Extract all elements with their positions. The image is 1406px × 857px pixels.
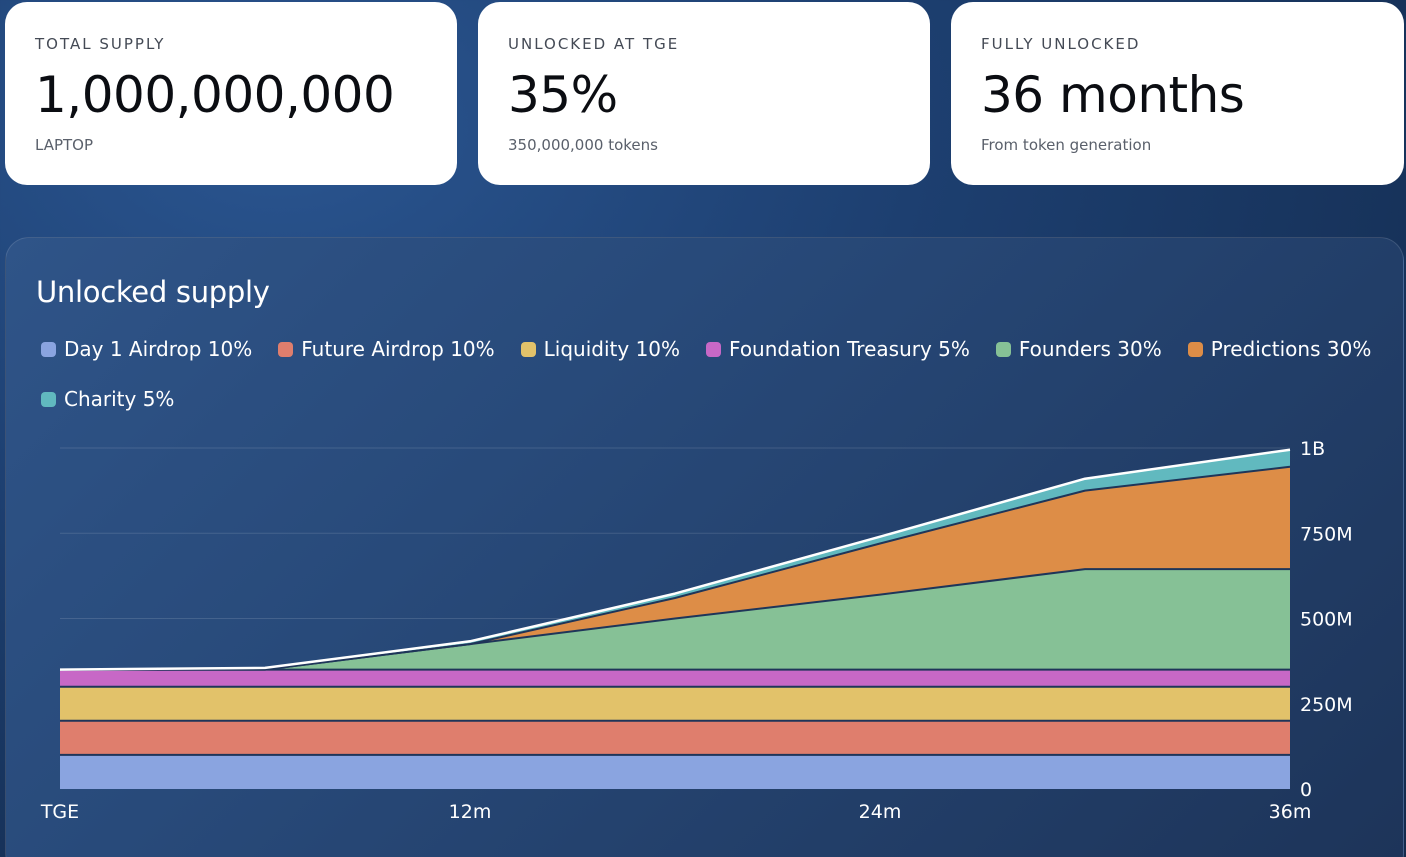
stat-card-unlocked-tge: UNLOCKED AT TGE 35% 350,000,000 tokens (478, 2, 930, 185)
legend-label: Day 1 Airdrop 10% (64, 337, 253, 361)
stat-label: FULLY UNLOCKED (981, 35, 1141, 53)
stat-sub: LAPTOP (35, 136, 94, 154)
y-tick-label: 0 (1300, 779, 1312, 801)
stat-card-total-supply: TOTAL SUPPLY 1,000,000,000 LAPTOP (5, 2, 457, 185)
x-tick-label: TGE (40, 801, 79, 823)
x-tick-label: 12m (449, 801, 492, 823)
series-boundary-line (60, 465, 1291, 671)
legend-item[interactable]: Future Airdrop 10% (278, 336, 495, 362)
legend-label: Future Airdrop 10% (301, 337, 495, 361)
legend-swatch (41, 341, 56, 357)
stat-value: 36 months (981, 66, 1245, 124)
stat-value: 1,000,000,000 (35, 66, 395, 124)
legend-item[interactable]: Charity 5% (41, 386, 174, 412)
stat-sub: From token generation (981, 136, 1152, 154)
area-series (60, 754, 1290, 789)
y-tick-label: 750M (1300, 523, 1353, 545)
x-tick-label: 36m (1269, 801, 1312, 823)
y-tick-label: 1B (1300, 438, 1325, 460)
chart-title: Unlocked supply (36, 275, 270, 309)
stat-label: UNLOCKED AT TGE (508, 35, 680, 53)
legend-label: Charity 5% (64, 387, 175, 411)
area-series (60, 686, 1290, 721)
stat-value: 35% (508, 66, 618, 124)
x-tick-label: 24m (859, 801, 902, 823)
legend-swatch (278, 341, 294, 357)
legend-label: Founders 30% (1018, 337, 1162, 361)
legend-swatch (995, 341, 1011, 357)
chart-legend: Day 1 Airdrop 10% Future Airdrop 10% Liqui… (41, 336, 1401, 412)
stat-card-fully-unlocked: FULLY UNLOCKED 36 months From token gene… (951, 2, 1404, 185)
legend-label: Foundation Treasury 5% (729, 337, 970, 361)
stat-label: TOTAL SUPPLY (35, 35, 166, 53)
area-series (60, 720, 1290, 755)
area-series (60, 669, 1290, 687)
legend-swatch (520, 341, 536, 357)
legend-item[interactable]: Predictions 30% (1187, 336, 1372, 362)
y-tick-label: 250M (1300, 694, 1353, 716)
legend-label: Liquidity 10% (543, 337, 681, 361)
legend-item[interactable]: Liquidity 10% (520, 336, 681, 362)
legend-label: Predictions 30% (1210, 337, 1372, 361)
stat-sub: 350,000,000 tokens (508, 136, 658, 154)
legend-swatch (706, 341, 722, 357)
area-series (60, 449, 1290, 670)
y-tick-label: 500M (1300, 609, 1353, 631)
legend-item[interactable]: Founders 30% (995, 336, 1162, 362)
legend-swatch (1187, 341, 1203, 357)
legend-item[interactable]: Day 1 Airdrop 10% (41, 336, 252, 362)
legend-swatch (41, 391, 56, 407)
total-line (59, 448, 1291, 671)
legend-item[interactable]: Foundation Treasury 5% (706, 336, 970, 362)
